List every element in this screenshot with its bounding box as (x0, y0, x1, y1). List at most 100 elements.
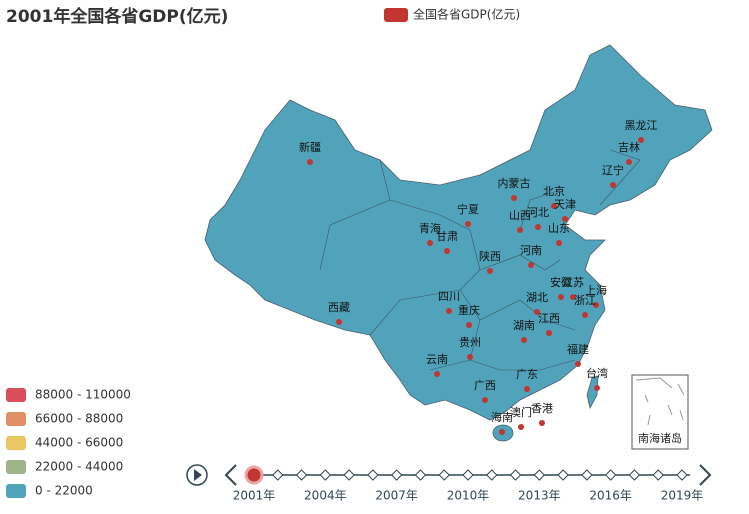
province-label: 河北 (527, 206, 549, 219)
visual-map-swatch[interactable] (6, 388, 26, 402)
timeline-node[interactable] (390, 469, 403, 481)
timeline-label[interactable]: 2016年 (589, 489, 632, 503)
timeline-node[interactable] (604, 469, 617, 481)
inset-label: 南海诸岛 (638, 431, 682, 445)
province-dot (551, 203, 557, 209)
province-dot (524, 386, 530, 392)
timeline: 2001年 2004年 2007年 2010年 2013年 2016年 2019年 (186, 464, 712, 503)
visual-map-swatch[interactable] (6, 484, 26, 498)
timeline-label[interactable]: 2019年 (661, 489, 704, 503)
province-dot (626, 159, 632, 165)
province-dot (535, 224, 541, 230)
province-dot (575, 361, 581, 367)
visual-map-label[interactable]: 66000 - 88000 (35, 412, 123, 426)
province-dot (446, 308, 452, 314)
timeline-node[interactable] (367, 469, 379, 481)
south-sea-inset: 南海诸岛 (631, 374, 689, 450)
province-dot (521, 337, 527, 343)
timeline-node[interactable] (557, 469, 569, 481)
province-label: 青海 (419, 221, 441, 235)
timeline-current[interactable] (244, 465, 264, 485)
province-label: 澳门 (510, 405, 532, 419)
province-dot (482, 397, 488, 403)
province-dot (467, 354, 473, 360)
province-dot (546, 330, 552, 336)
province-dot (534, 309, 540, 315)
map (204, 44, 713, 442)
visual-map: 88000 - 110000 66000 - 88000 44000 - 66000… (6, 388, 131, 498)
timeline-node[interactable] (652, 469, 664, 481)
province-dot (517, 227, 523, 233)
timeline-node[interactable] (414, 469, 427, 481)
timeline-label[interactable]: 2010年 (447, 489, 490, 503)
visual-map-label[interactable]: 0 - 22000 (35, 484, 93, 498)
inset-islands (635, 377, 685, 426)
province-label: 辽宁 (602, 163, 624, 177)
province-label: 宁夏 (457, 202, 479, 216)
visual-map-label[interactable]: 44000 - 66000 (35, 436, 123, 450)
province-label: 湖北 (526, 291, 548, 304)
province-label: 河南 (520, 244, 542, 257)
province-label: 上海 (585, 283, 607, 297)
timeline-node[interactable] (462, 469, 474, 481)
province-label: 海南 (491, 410, 513, 424)
province-dot (336, 319, 342, 325)
timeline-node[interactable] (343, 469, 355, 481)
province-dot (528, 262, 534, 268)
play-button[interactable] (186, 464, 208, 486)
timeline-label[interactable]: 2001年 (233, 489, 276, 503)
timeline-node[interactable] (628, 469, 641, 481)
province-dot (427, 240, 433, 246)
province-label: 广西 (474, 379, 496, 392)
timeline-node[interactable] (319, 469, 332, 481)
legend-swatch[interactable] (384, 8, 408, 22)
province-label: 贵州 (459, 336, 481, 349)
province-label: 山西 (509, 209, 531, 222)
province-dot (570, 294, 576, 300)
timeline-node[interactable] (438, 469, 450, 481)
province-label: 江苏 (562, 276, 584, 289)
prev-button[interactable] (224, 464, 237, 486)
visual-map-swatch[interactable] (6, 436, 26, 450)
legend-label[interactable]: 全国各省GDP(亿元) (413, 7, 520, 22)
province-dot (582, 312, 588, 318)
timeline-label[interactable]: 2013年 (518, 489, 561, 503)
province-dot (434, 371, 440, 377)
timeline-node[interactable] (509, 469, 522, 481)
timeline-label[interactable]: 2007年 (375, 489, 418, 503)
timeline-node[interactable] (272, 469, 284, 481)
timeline-node[interactable] (581, 469, 593, 481)
province-label: 云南 (426, 353, 448, 366)
province-dot (556, 240, 562, 246)
province-label: 四川 (438, 290, 460, 303)
visual-map-label[interactable]: 88000 - 110000 (35, 388, 131, 402)
timeline-node[interactable] (295, 469, 308, 481)
province-label: 重庆 (458, 303, 480, 317)
next-button[interactable] (699, 464, 712, 486)
province-label: 内蒙古 (498, 176, 531, 190)
province-dot (558, 294, 564, 300)
visual-map-label[interactable]: 22000 - 44000 (35, 460, 123, 474)
timeline-label[interactable]: 2004年 (304, 489, 347, 503)
province-dot (562, 216, 568, 222)
province-label: 台湾 (586, 366, 608, 380)
timeline-node[interactable] (486, 469, 498, 481)
province-dot (610, 182, 616, 188)
visual-map-swatch[interactable] (6, 412, 26, 426)
province-dot (307, 159, 313, 165)
timeline-node[interactable] (533, 469, 546, 481)
timeline-node[interactable] (676, 469, 688, 481)
play-icon (194, 469, 202, 481)
province-dot (487, 268, 493, 274)
province-label: 安徽 (550, 275, 572, 289)
province-dot (444, 248, 450, 254)
province-label: 陕西 (479, 249, 501, 263)
taiwan-island (586, 375, 599, 410)
province-label: 福建 (567, 342, 589, 356)
province-label: 湖南 (513, 319, 535, 332)
visual-map-swatch[interactable] (6, 460, 26, 474)
province-label: 黑龙江 (625, 119, 658, 132)
province-label: 山东 (548, 222, 570, 235)
